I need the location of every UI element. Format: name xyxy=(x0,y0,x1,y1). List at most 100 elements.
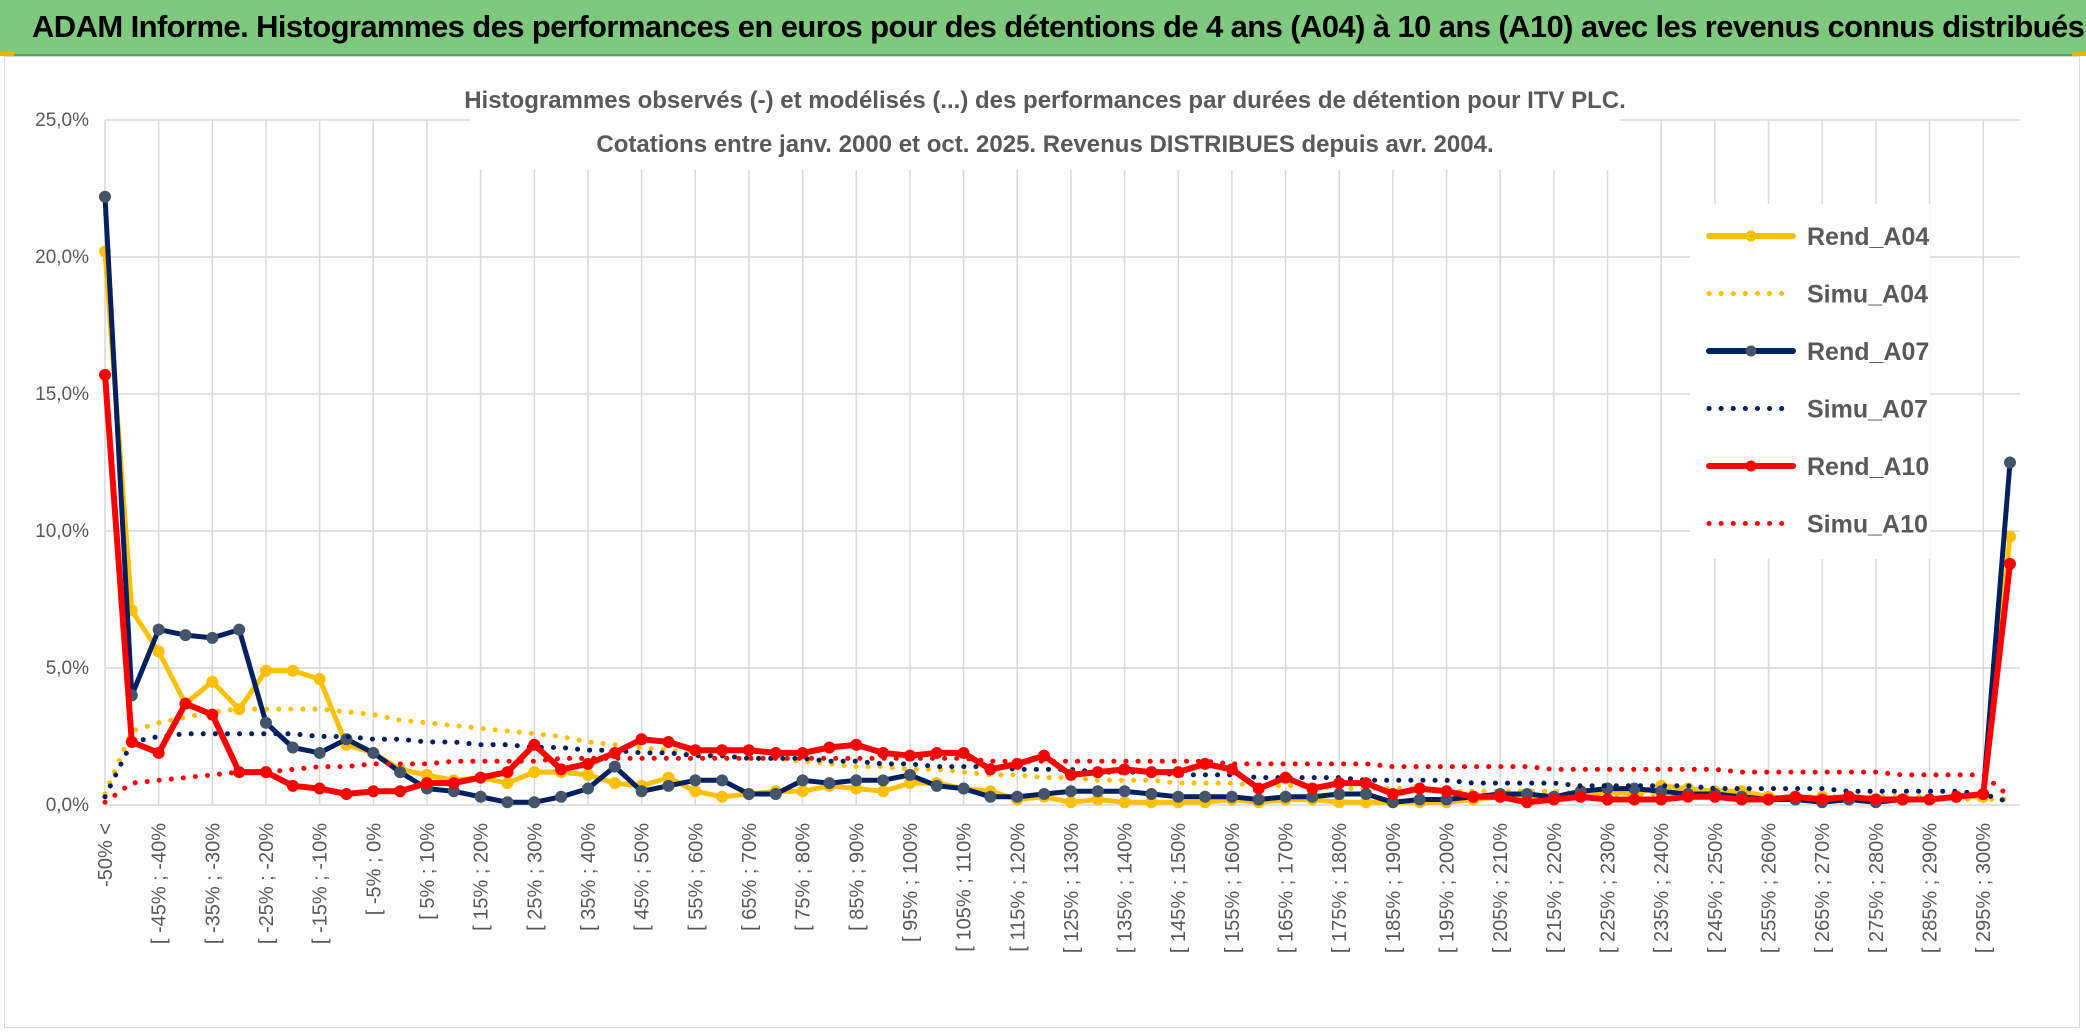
data-point-rend_a10 xyxy=(1225,763,1238,776)
data-point-rend_a10 xyxy=(1494,790,1507,803)
data-point-rend_a07 xyxy=(903,768,916,781)
data-point-rend_a10 xyxy=(125,735,138,748)
title-banner: ADAM Informe. Histogrammes des performan… xyxy=(0,0,2086,56)
legend-label: Rend_A04 xyxy=(1807,223,1929,251)
title-background xyxy=(470,80,1620,170)
legend-label: Rend_A07 xyxy=(1807,338,1929,366)
data-point-rend_a07 xyxy=(1413,793,1426,806)
data-point-rend_a10 xyxy=(1413,782,1426,795)
x-tick-label: [ 55% ; 60% xyxy=(685,823,707,931)
x-tick-label: [ 15% ; 20% xyxy=(471,823,493,931)
legend-label: Simu_A07 xyxy=(1807,396,1928,424)
x-tick-label: [ 255% ; 260% xyxy=(1759,823,1781,953)
x-tick-label: [ 275% ; 280% xyxy=(1866,823,1888,953)
data-point-rend_a04 xyxy=(152,645,165,658)
y-tick-label: 25,0% xyxy=(35,110,89,131)
x-tick-label: [ 75% ; 80% xyxy=(793,823,815,931)
y-tick-label: 0,0% xyxy=(46,795,89,816)
banner-title: ADAM Informe. Histogrammes des performan… xyxy=(32,9,2085,44)
data-point-rend_a10 xyxy=(313,782,326,795)
data-point-rend_a07 xyxy=(662,779,675,792)
chart-frame xyxy=(4,56,2080,1028)
data-point-rend_a10 xyxy=(850,738,863,751)
data-point-rend_a10 xyxy=(152,746,165,759)
data-point-rend_a07 xyxy=(850,774,863,787)
x-tick-label: [ 5% ; 10% xyxy=(417,823,439,920)
x-tick-label: [ 265% ; 270% xyxy=(1812,823,1834,953)
data-point-rend_a10 xyxy=(1843,790,1856,803)
data-point-rend_a10 xyxy=(501,766,514,779)
data-point-rend_a10 xyxy=(179,697,192,710)
legend-label: Simu_A04 xyxy=(1807,281,1928,309)
data-point-rend_a10 xyxy=(1360,777,1373,790)
data-point-rend_a10 xyxy=(635,733,648,746)
data-point-rend_a07 xyxy=(635,785,648,798)
x-tick-label: [ -45% ; -40% xyxy=(149,823,171,944)
data-point-rend_a04 xyxy=(259,664,272,677)
series-layer xyxy=(99,190,2016,809)
data-point-rend_a07 xyxy=(367,746,380,759)
legend: Rend_A04 Simu_A04 Rend_A07 Simu_A07 Rend_A10… xyxy=(1690,204,1930,559)
x-tick-label: [ 115% ; 120% xyxy=(1007,823,1029,952)
data-point-rend_a10 xyxy=(1467,790,1480,803)
x-tick-label: [ 215% ; 220% xyxy=(1544,823,1566,953)
data-point-rend_a04 xyxy=(206,675,219,688)
data-point-rend_a10 xyxy=(689,744,702,757)
y-tick-label: 15,0% xyxy=(35,384,89,405)
data-point-rend_a10 xyxy=(1574,790,1587,803)
data-point-rend_a10 xyxy=(99,368,111,381)
data-point-rend_a07 xyxy=(877,774,890,787)
data-point-rend_a07 xyxy=(474,790,487,803)
x-tick-label: [ -15% ; -10% xyxy=(310,823,332,944)
data-point-rend_a07 xyxy=(1172,790,1185,803)
data-point-rend_a10 xyxy=(930,746,943,759)
x-tick-label: [ 175% ; 180% xyxy=(1329,823,1351,953)
data-point-rend_a07 xyxy=(1145,788,1158,801)
data-point-rend_a07 xyxy=(608,760,621,773)
x-tick-label: [ 105% ; 110% xyxy=(954,823,976,952)
data-point-rend_a10 xyxy=(1923,793,1936,806)
data-point-rend_a10 xyxy=(1816,793,1829,806)
legend-marker xyxy=(1745,345,1757,357)
data-point-rend_a10 xyxy=(286,779,299,792)
data-point-rend_a07 xyxy=(1011,790,1024,803)
data-point-rend_a07 xyxy=(581,782,594,795)
data-point-rend_a10 xyxy=(716,744,729,757)
data-point-rend_a07 xyxy=(179,629,192,642)
data-point-rend_a10 xyxy=(1306,782,1319,795)
data-point-rend_a04 xyxy=(1064,796,1077,809)
chart-title-group: Histogrammes observés (-) et modélisés (… xyxy=(464,80,1626,170)
data-point-rend_a07 xyxy=(823,777,836,790)
x-tick-label: [ 95% ; 100% xyxy=(900,823,922,942)
data-point-rend_a10 xyxy=(1011,757,1024,770)
data-point-rend_a10 xyxy=(662,735,675,748)
data-point-rend_a10 xyxy=(742,744,755,757)
x-tick-label: [ 155% ; 160% xyxy=(1222,823,1244,953)
corner-mark-right xyxy=(2072,52,2086,56)
x-tick-label: [ 85% ; 90% xyxy=(846,823,868,931)
legend-marker xyxy=(1745,230,1757,242)
x-tick-label: -50% < xyxy=(95,823,117,887)
data-point-rend_a10 xyxy=(2004,557,2016,570)
x-tick-label: [ 135% ; 140% xyxy=(1115,823,1137,953)
data-point-rend_a04 xyxy=(796,785,809,798)
data-point-rend_a10 xyxy=(1521,796,1534,809)
x-tick-label: [ 125% ; 130% xyxy=(1061,823,1083,953)
data-point-rend_a07 xyxy=(689,774,702,787)
data-point-rend_a10 xyxy=(206,708,219,721)
x-tick-label: [ 35% ; 40% xyxy=(578,823,600,931)
x-tick-label: [ 25% ; 30% xyxy=(524,823,546,931)
legend-marker xyxy=(1745,460,1757,472)
data-point-rend_a04 xyxy=(313,672,326,685)
x-tick-label: [ 235% ; 240% xyxy=(1651,823,1673,953)
data-point-rend_a07 xyxy=(716,774,729,787)
data-point-rend_a07 xyxy=(1360,788,1373,801)
data-point-rend_a10 xyxy=(957,746,970,759)
data-point-rend_a07 xyxy=(528,796,541,809)
data-point-rend_a10 xyxy=(1628,793,1641,806)
data-point-rend_a07 xyxy=(796,774,809,787)
x-tick-label: [ 45% ; 50% xyxy=(632,823,654,931)
data-point-rend_a10 xyxy=(1440,785,1453,798)
data-point-rend_a10 xyxy=(1762,793,1775,806)
data-point-rend_a10 xyxy=(1547,793,1560,806)
